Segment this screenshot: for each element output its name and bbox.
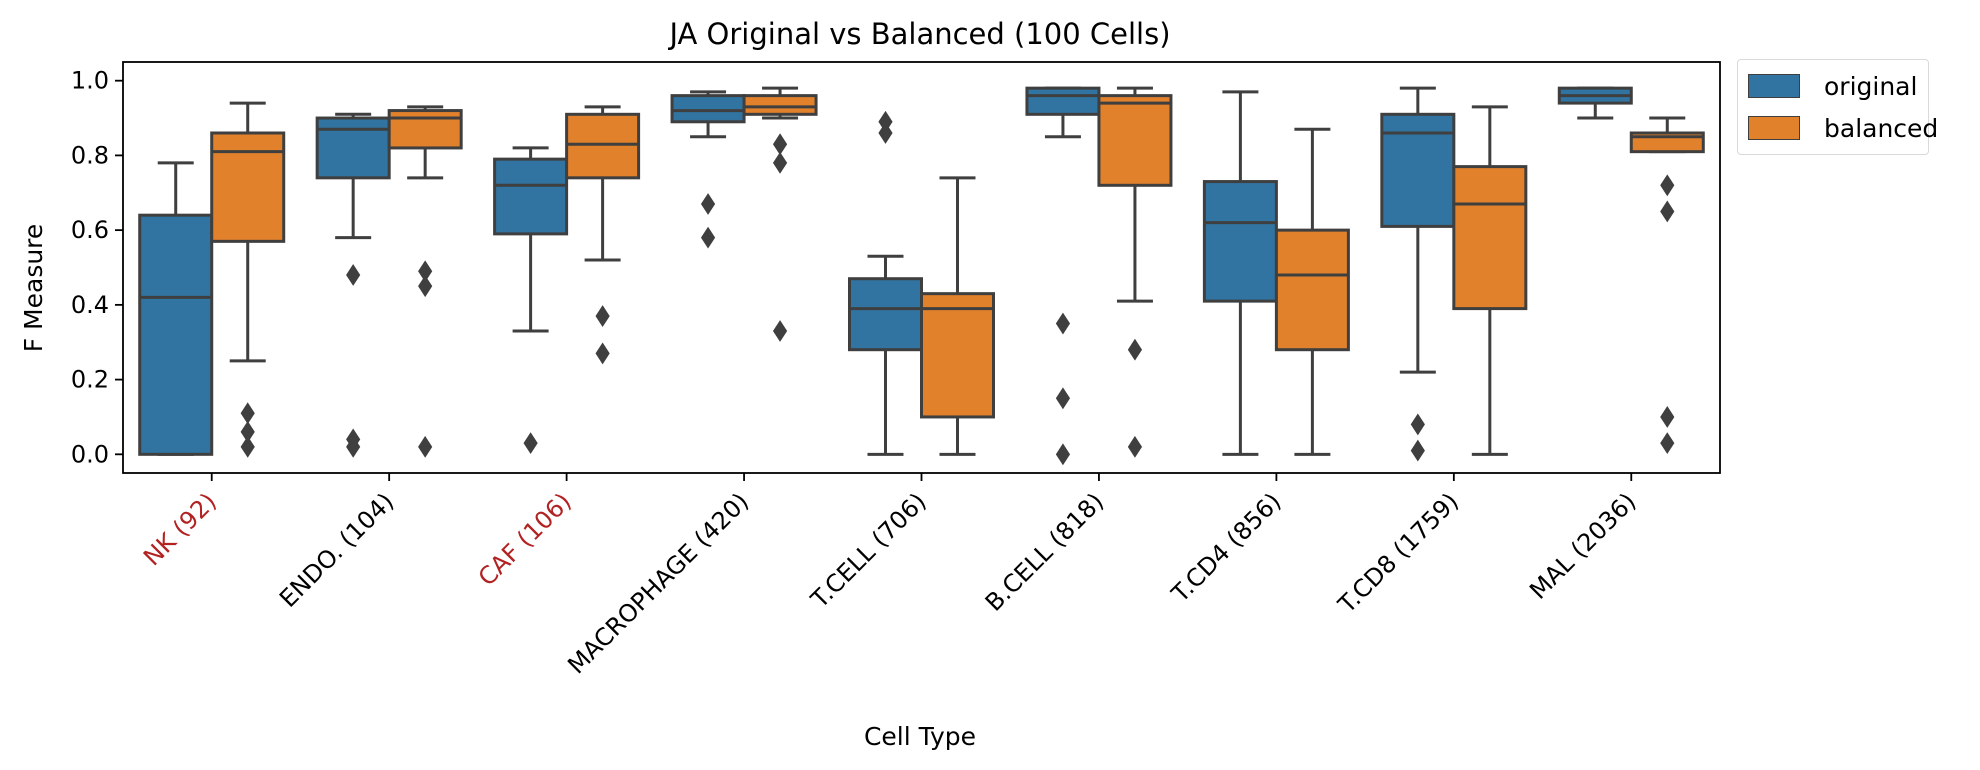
box-original-8 bbox=[1557, 86, 1633, 120]
outlier-point bbox=[1055, 312, 1071, 335]
legend-label-balanced: balanced bbox=[1824, 113, 1939, 143]
legend-label-original: original bbox=[1824, 71, 1918, 101]
box-balanced-0 bbox=[210, 101, 286, 458]
x-tick-label: NK (92) bbox=[138, 487, 222, 571]
outlier-point bbox=[240, 435, 255, 458]
x-tick-label: T.CELL (706) bbox=[805, 487, 932, 614]
outlier-point bbox=[1127, 338, 1143, 361]
box-balanced-2 bbox=[565, 105, 641, 365]
x-tick-label: T.CD4 (856) bbox=[1166, 487, 1287, 608]
outlier-point bbox=[1660, 406, 1675, 428]
box-original-4 bbox=[848, 110, 923, 456]
y-tick-label: 0.4 bbox=[71, 291, 109, 319]
legend-item-balanced: balanced bbox=[1748, 110, 1938, 146]
outlier-point bbox=[346, 435, 361, 458]
category-group-0 bbox=[138, 101, 286, 458]
box-body bbox=[315, 116, 391, 180]
box-balanced-4 bbox=[920, 176, 995, 456]
outlier-point bbox=[1127, 435, 1143, 458]
outlier-point bbox=[700, 226, 716, 249]
category-group-2 bbox=[493, 105, 641, 455]
x-tick-label: ENDO. (104) bbox=[274, 487, 399, 612]
outlier-point bbox=[1410, 439, 1425, 462]
outlier-point bbox=[1055, 387, 1071, 410]
y-tick-label: 0.8 bbox=[71, 141, 109, 169]
outlier-point bbox=[878, 122, 893, 144]
x-tick-label: MACROPHAGE (420) bbox=[562, 487, 754, 679]
outlier-point bbox=[240, 402, 255, 425]
outlier-point bbox=[1660, 174, 1675, 197]
category-group-7 bbox=[1380, 86, 1528, 462]
x-tick-label: CAF (106) bbox=[473, 487, 577, 591]
category-group-1 bbox=[315, 105, 463, 458]
box-body bbox=[848, 277, 923, 352]
box-original-3 bbox=[670, 90, 746, 249]
box-balanced-3 bbox=[742, 86, 818, 342]
box-body bbox=[670, 94, 746, 124]
outlier-point bbox=[1660, 200, 1675, 223]
category-group-8 bbox=[1557, 86, 1705, 455]
box-body bbox=[920, 292, 995, 419]
y-tick-label: 1.0 bbox=[71, 67, 109, 95]
legend-item-original: original bbox=[1748, 68, 1917, 104]
y-tick-label: 0.0 bbox=[71, 440, 109, 468]
box-balanced-1 bbox=[387, 105, 463, 458]
outlier-point bbox=[595, 342, 610, 365]
box-original-0 bbox=[138, 161, 214, 456]
box-balanced-7 bbox=[1452, 105, 1528, 456]
box-original-5 bbox=[1025, 86, 1101, 466]
outlier-point bbox=[1055, 443, 1071, 466]
box-body bbox=[138, 213, 214, 456]
box-body bbox=[565, 112, 641, 180]
box-body bbox=[1452, 165, 1528, 311]
outlier-point bbox=[418, 275, 433, 298]
box-body bbox=[1202, 180, 1278, 303]
box-original-6 bbox=[1202, 90, 1278, 456]
outlier-point bbox=[772, 320, 788, 342]
legend-swatch-balanced bbox=[1748, 116, 1800, 140]
plot-area bbox=[138, 86, 1705, 466]
category-group-5 bbox=[1025, 86, 1173, 466]
chart-title: JA Original vs Balanced (100 Cells) bbox=[667, 17, 1170, 51]
outlier-point bbox=[346, 264, 361, 286]
legend-swatch-original bbox=[1748, 74, 1800, 98]
box-body bbox=[1025, 86, 1101, 116]
box-body bbox=[742, 94, 818, 116]
box-body bbox=[387, 109, 463, 150]
y-tick-label: 0.2 bbox=[71, 366, 109, 394]
outlier-point bbox=[523, 432, 538, 455]
outlier-point bbox=[1660, 432, 1675, 455]
legend: original balanced bbox=[1737, 59, 1938, 155]
x-tick-label: T.CD8 (1759) bbox=[1332, 487, 1464, 619]
box-body bbox=[493, 157, 569, 236]
box-original-2 bbox=[493, 146, 569, 455]
box-balanced-8 bbox=[1629, 116, 1705, 455]
box-body bbox=[1274, 228, 1350, 352]
outlier-point bbox=[700, 193, 716, 215]
y-tick-label: 0.6 bbox=[71, 216, 109, 244]
outlier-point bbox=[1410, 413, 1425, 436]
box-body bbox=[1097, 94, 1173, 187]
category-group-6 bbox=[1202, 90, 1350, 456]
category-group-4 bbox=[848, 110, 995, 456]
y-axis-label: F Measure bbox=[19, 224, 48, 353]
box-balanced-6 bbox=[1274, 127, 1350, 456]
box-original-1 bbox=[315, 112, 391, 458]
x-tick-label: MAL (2036) bbox=[1524, 487, 1641, 604]
box-original-7 bbox=[1380, 86, 1456, 462]
outlier-point bbox=[772, 133, 788, 156]
outlier-point bbox=[772, 151, 788, 174]
x-axis-label: Cell Type bbox=[864, 722, 976, 751]
box-balanced-5 bbox=[1097, 86, 1173, 458]
box-body bbox=[1380, 112, 1456, 228]
box-body bbox=[210, 131, 286, 243]
x-tick-label: B.CELL (818) bbox=[980, 487, 1109, 616]
outlier-point bbox=[418, 435, 433, 458]
outlier-point bbox=[595, 305, 610, 327]
category-group-3 bbox=[670, 86, 818, 342]
